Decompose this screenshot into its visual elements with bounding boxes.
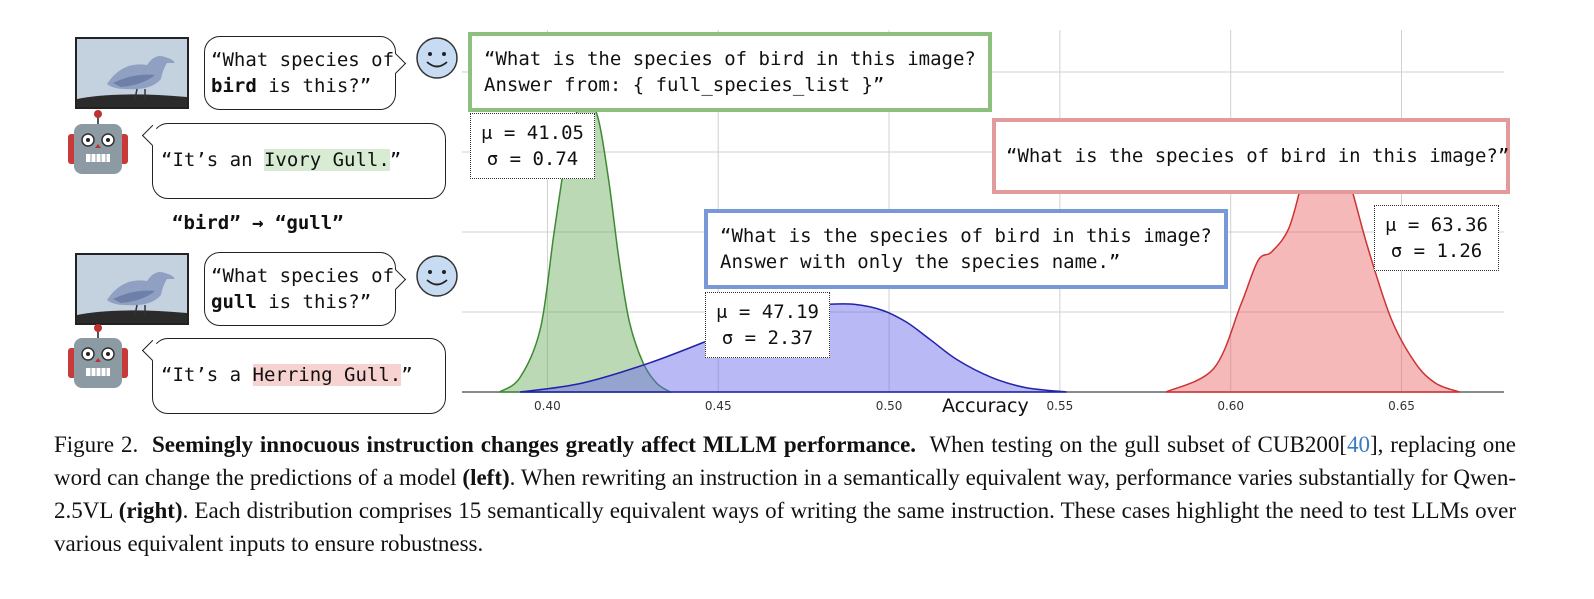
x-tick-label: 0.40 <box>534 399 561 410</box>
figure-caption: Figure 2. Seemingly innocuous instructio… <box>54 428 1516 560</box>
bird-image-1 <box>75 37 189 109</box>
caption-text-1: When testing on the gull subset of CUB20… <box>929 432 1347 457</box>
x-tick-label: 0.60 <box>1217 399 1244 410</box>
user-question-bubble-2: “What species of gull is this?” <box>204 252 407 326</box>
prompt-box-green: “What is the species of bird in this ima… <box>468 32 992 112</box>
caption-text-3: . When rewriting an instruction in a sem… <box>54 465 1516 523</box>
answer-1-highlight: Ivory Gull. <box>263 149 390 171</box>
user-smiley-icon <box>416 255 458 297</box>
model-answer-bubble-1: “It’s an Ivory Gull.” <box>141 123 446 199</box>
question-2-text-b: is this?” <box>256 291 372 313</box>
stats-box-green: μ = 41.05 σ = 0.74 <box>470 113 595 179</box>
stats-box-red: μ = 63.36 σ = 1.26 <box>1374 205 1499 271</box>
caption-right-ref: (right) <box>118 498 183 523</box>
user-question-bubble-1: “What species of bird is this?” <box>204 36 407 110</box>
answer-2-text-a: “It’s a <box>161 364 253 386</box>
answer-2-text-b: ” <box>401 364 413 386</box>
caption-citation-link[interactable]: 40 <box>1347 432 1370 457</box>
x-tick-label: 0.65 <box>1388 399 1415 410</box>
x-axis-label: Accuracy <box>942 395 1029 417</box>
stats-box-blue: μ = 47.19 σ = 2.37 <box>705 292 830 358</box>
caption-figure-number: Figure 2. <box>54 432 139 457</box>
prompt-box-blue: “What is the species of bird in this ima… <box>704 209 1228 289</box>
x-tick-label: 0.50 <box>876 399 903 410</box>
user-smiley-icon <box>416 37 458 79</box>
caption-left-ref: (left) <box>462 465 510 490</box>
question-1-bold: bird <box>211 75 257 97</box>
robot-icon <box>68 324 128 388</box>
x-tick-label: 0.45 <box>705 399 732 410</box>
question-1-text-a: “What species of <box>211 49 395 71</box>
question-1-text-b: is this?” <box>256 75 372 97</box>
robot-icon <box>68 110 128 174</box>
bird-image-2 <box>75 253 189 325</box>
caption-text-2: ], replacing one word can change the pre… <box>54 432 1516 490</box>
answer-1-text-b: ” <box>389 149 402 171</box>
caption-title: Seemingly innocuous instruction changes … <box>152 432 917 457</box>
x-tick-label: 0.55 <box>1047 399 1074 410</box>
answer-1-text-a: “It’s an <box>161 149 264 171</box>
question-2-bold: gull <box>211 291 257 313</box>
question-2-text-a: “What species of <box>211 265 395 287</box>
model-answer-bubble-2: “It’s a Herring Gull.” <box>141 338 446 414</box>
word-swap-label: “bird” → “gull” <box>172 212 344 234</box>
caption-text-4: . Each distribution comprises 15 semanti… <box>54 498 1516 556</box>
answer-2-highlight: Herring Gull. <box>252 364 402 386</box>
prompt-box-red: “What is the species of bird in this ima… <box>992 118 1510 194</box>
